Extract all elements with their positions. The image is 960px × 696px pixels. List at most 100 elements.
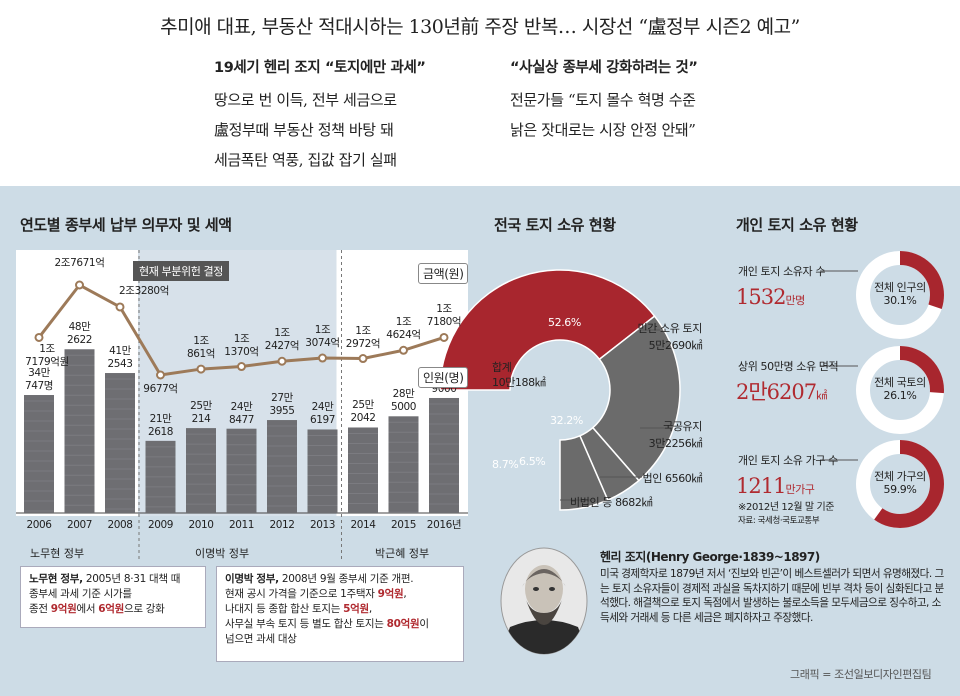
- line-point-money: [156, 370, 165, 380]
- bar-people: [429, 397, 459, 513]
- ring-stat-value: 1211만가구: [736, 472, 815, 504]
- land-total-label: 합계: [492, 361, 512, 374]
- x-tick-label: 2007: [66, 519, 93, 531]
- left-subhead-line: 땅으로 번 이득, 전부 세금으로: [214, 91, 397, 109]
- line-label-money: 2조3280억: [119, 284, 169, 297]
- note-lee: 이명박 정부, 2008년 9월 종부세 기준 개편. 현재 공시 가격을 기준…: [216, 566, 464, 662]
- pie-percent-label: 6.5%: [519, 455, 546, 468]
- gov-label-park: 박근혜 정부: [375, 547, 430, 560]
- note-roh-head: 노무현 정부,: [29, 573, 83, 585]
- ring-stat-value: 1532만명: [736, 283, 805, 315]
- note-text: 넘으면 과세 대상: [225, 633, 297, 645]
- note-text: 현재 공시 가격을 기준으로 1주택자: [225, 588, 378, 600]
- bar-people: [388, 416, 419, 513]
- note-text: 이: [419, 618, 429, 630]
- bar-label-people: 34만 747명: [24, 367, 54, 392]
- line-label-money: 9677억: [143, 383, 178, 395]
- line-point-money: [318, 353, 327, 363]
- bar-people: [307, 429, 338, 513]
- bar-people: [186, 428, 216, 513]
- henry-name: 헨리 조지(Henry George·1839~1897): [600, 550, 820, 564]
- x-tick-label: 2010: [188, 519, 214, 531]
- ring-stat-label: 개인 토지 소유 가구 수: [738, 454, 838, 467]
- bar-label-people: 41만 2543: [107, 345, 133, 371]
- pie-slice-label: 비법인 등 8682㎢: [570, 496, 653, 509]
- line-label-money: 1조 7180억: [426, 303, 462, 329]
- right-subhead-line: 전문가들 “토지 몰수 혁명 수준: [510, 91, 696, 109]
- line-label-money: 1조 4624억: [386, 316, 421, 342]
- bar-label-people: 28만 5000: [390, 388, 417, 414]
- ring-center-label: 전체 국토의 26.1%: [874, 376, 926, 402]
- legend-money: 금액(원): [418, 263, 469, 284]
- pie-slice: [591, 315, 681, 482]
- pie-percent-label: 8.7%: [492, 458, 519, 471]
- note-text: 종전: [29, 603, 51, 615]
- left-subhead-title: 19세기 헨리 조지 “토지에만 과세”: [214, 60, 426, 76]
- ring-center-label: 전체 가구의 59.9%: [874, 470, 926, 496]
- line-point-money: [115, 302, 125, 312]
- land-total: 합계 10만188㎢: [492, 360, 546, 390]
- headline: 추미애 대표, 부동산 적대시하는 130년前 주장 반복… 시장선 “盧정부 …: [160, 16, 800, 38]
- ring-stat-label: 개인 토지 소유자 수: [738, 265, 826, 278]
- ring-stat-value: 2만6207㎢: [736, 378, 827, 410]
- legend-people: 인원(명): [418, 367, 469, 388]
- line-point-money: [277, 356, 287, 366]
- note-text: 2005년 8·31 대책 때: [82, 573, 181, 585]
- gov-label-roh: 노무현 정부: [30, 547, 85, 560]
- x-tick-label: 2015: [390, 519, 417, 531]
- x-tick-label: 2012: [269, 519, 295, 531]
- note-highlight: 9억원: [377, 588, 404, 600]
- line-label-money: 1조 861억: [186, 335, 216, 361]
- bar-people: [105, 373, 135, 513]
- x-tick-label: 2013: [309, 519, 336, 531]
- line-point-money: [75, 280, 84, 290]
- x-tick-label: 2014: [350, 519, 376, 531]
- bar-label-people: 48만 2622: [66, 321, 93, 347]
- line-point-money: [196, 364, 206, 374]
- left-subhead: 19세기 헨리 조지 “토지에만 과세” 땅으로 번 이득, 전부 세금으로 盧…: [214, 56, 426, 175]
- ring-center-label: 전체 인구의 30.1%: [874, 281, 926, 307]
- ring-stat-unit: 만명: [785, 294, 805, 307]
- x-tick-label: 2006: [26, 519, 52, 531]
- pie-slice: [559, 434, 609, 511]
- gov-label-lee: 이명박 정부: [195, 547, 250, 560]
- ring-stat-number: 1532: [736, 285, 786, 309]
- note-text: ,: [368, 603, 372, 615]
- pie-slice-label: 민간 소유 토지 5만2690㎢: [637, 322, 702, 352]
- left-subhead-line: 세금폭탄 역풍, 집값 잡기 실패: [214, 151, 397, 169]
- bar-label-people: 24만 6197: [309, 401, 336, 427]
- personal-note: ※2012년 12월 말 기준: [738, 502, 835, 513]
- right-subhead-line: 낡은 잣대로는 시장 안정 안돼”: [510, 121, 696, 139]
- note-highlight: 5억원: [343, 603, 369, 615]
- bar-people: [226, 428, 257, 513]
- bar-label-people: 25만 2042: [350, 399, 376, 425]
- note-roh: 노무현 정부, 2005년 8·31 대책 때 종부세 과세 기준 시가를 종전…: [20, 566, 206, 628]
- right-subhead-title: “사실상 종부세 강화하려는 것”: [510, 60, 698, 76]
- chart-title-tax: 연도별 종부세 납부 의무자 및 세액: [20, 216, 232, 234]
- bar-people: [348, 427, 378, 513]
- personal-source: 자료: 국세청·국토교통부: [738, 516, 820, 526]
- note-text: ,: [403, 588, 407, 600]
- ring-stat-unit: 만가구: [785, 483, 815, 496]
- bar-people: [64, 349, 95, 513]
- note-highlight: 6억원: [98, 603, 124, 615]
- bar-label-people: 27만 3955: [269, 392, 295, 418]
- ring-stat-label: 상위 50만명 소유 면적: [738, 360, 839, 373]
- bar-label-people: 21만 2618: [147, 412, 174, 438]
- note-text: 나대지 등 종합 합산 토지는: [225, 603, 344, 615]
- line-point-money: [237, 362, 246, 372]
- line-label-money: 1조 7179억원: [25, 343, 69, 369]
- ring-stat-number: 1211: [736, 474, 786, 498]
- line-point-money: [34, 332, 44, 342]
- ring-fill: [856, 251, 944, 339]
- line-label-money: 1조 1370억: [224, 332, 259, 358]
- line-point-money: [399, 345, 408, 355]
- ring-fill: [856, 346, 944, 434]
- pie-percent-label: 32.2%: [550, 414, 583, 427]
- bar-people: [24, 395, 54, 513]
- note-text: 으로 강화: [124, 603, 165, 615]
- note-text: 2008년 9월 종부세 기준 개편.: [278, 573, 414, 585]
- note-text: 종부세 과세 기준 시가를: [29, 588, 132, 600]
- bar-label-people: 25만 214: [190, 400, 212, 426]
- pie-slice: [439, 269, 656, 391]
